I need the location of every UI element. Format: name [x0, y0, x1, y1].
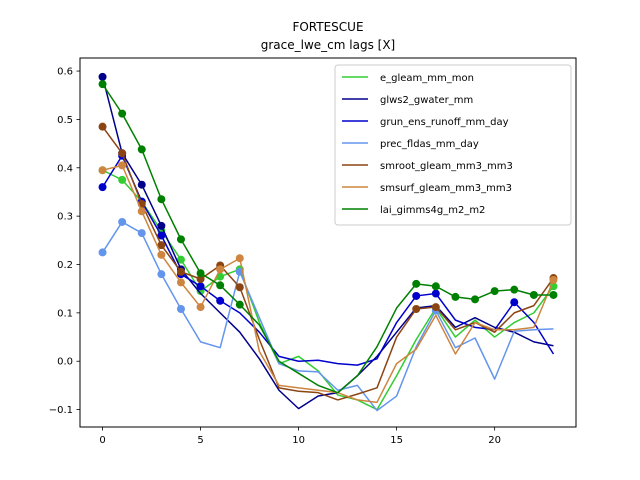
- series-layer: [98, 72, 558, 412]
- y-tick-label: 0.5: [57, 115, 73, 126]
- data-point-lai_gimms4g_m2_m2-23: [549, 290, 558, 299]
- data-point-prec_fldas_mm_day-1: [118, 217, 127, 226]
- data-point-lai_gimms4g_m2_m2-4: [176, 235, 185, 244]
- y-tick-label: 0.3: [57, 212, 73, 223]
- data-point-grun_ens_runoff_mm_day-17: [431, 289, 440, 298]
- data-point-smroot_gleam_mm3_mm3-17: [431, 303, 440, 312]
- legend-label-smsurf_gleam_mm3_mm3: smsurf_gleam_mm3_mm3: [380, 183, 512, 194]
- data-point-grun_ens_runoff_mm_day-5: [196, 282, 205, 291]
- y-axis: −0.1 0.0 0.1 0.2 0.3 0.4 0.5 0.6: [49, 67, 80, 416]
- chart-title: FORTESCUE: [292, 20, 363, 34]
- data-point-smroot_gleam_mm3_mm3-0: [98, 122, 107, 131]
- data-point-smsurf_gleam_mm3_mm3-6: [216, 265, 225, 274]
- data-point-e_gleam_mm_mon-4: [176, 255, 185, 264]
- data-point-smsurf_gleam_mm3_mm3-2: [137, 207, 146, 216]
- data-point-lai_gimms4g_m2_m2-7: [235, 300, 244, 309]
- legend-label-grun_ens_runoff_mm_day: grun_ens_runoff_mm_day: [380, 117, 509, 128]
- data-point-lai_gimms4g_m2_m2-1: [118, 109, 127, 118]
- data-point-smsurf_gleam_mm3_mm3-23: [549, 275, 558, 284]
- data-point-grun_ens_runoff_mm_day-0: [98, 183, 107, 192]
- data-point-lai_gimms4g_m2_m2-21: [510, 285, 519, 294]
- data-point-grun_ens_runoff_mm_day-21: [510, 298, 519, 307]
- legend-box: [334, 64, 572, 226]
- y-tick-label: 0.6: [57, 67, 73, 78]
- series-line-e_gleam_mm_mon: [102, 169, 555, 411]
- series-line-glws2_gwater_mm: [101, 76, 554, 410]
- x-axis: 0 5 10 15 20: [99, 427, 501, 446]
- y-tick-label: 0.2: [57, 260, 73, 271]
- data-point-smroot_gleam_mm3_mm3-16: [412, 304, 421, 313]
- data-point-smroot_gleam_mm3_mm3-4: [176, 267, 185, 276]
- data-point-e_gleam_mm_mon-1: [118, 175, 127, 184]
- data-point-lai_gimms4g_m2_m2-20: [490, 287, 499, 296]
- data-point-smroot_gleam_mm3_mm3-5: [196, 275, 205, 284]
- y-tick-label: −0.1: [49, 405, 73, 416]
- data-point-prec_fldas_mm_day-3: [157, 270, 166, 279]
- data-point-grun_ens_runoff_mm_day-16: [412, 291, 421, 300]
- x-tick-label: 0: [99, 435, 105, 446]
- legend: e_gleam_mm_mon glws2_gwater_mm grun_ens_ru…: [334, 64, 572, 226]
- x-tick-label: 20: [488, 435, 501, 446]
- data-point-lai_gimms4g_m2_m2-18: [451, 292, 460, 301]
- x-tick-label: 15: [390, 435, 403, 446]
- legend-label-smroot_gleam_mm3_mm3: smroot_gleam_mm3_mm3: [380, 161, 513, 172]
- x-tick-label: 10: [292, 435, 305, 446]
- data-point-smsurf_gleam_mm3_mm3-1: [118, 161, 127, 170]
- data-point-smsurf_gleam_mm3_mm3-0: [98, 166, 107, 175]
- chart-subtitle: grace_lwe_cm lags [X]: [261, 38, 395, 52]
- data-point-smsurf_gleam_mm3_mm3-4: [176, 278, 185, 287]
- series-line-prec_fldas_mm_day: [101, 221, 554, 412]
- data-point-smroot_gleam_mm3_mm3-7: [235, 283, 244, 292]
- data-point-lai_gimms4g_m2_m2-0: [98, 80, 107, 89]
- legend-label-e_gleam_mm_mon: e_gleam_mm_mon: [380, 73, 474, 84]
- data-point-lai_gimms4g_m2_m2-3: [157, 195, 166, 204]
- data-point-prec_fldas_mm_day-4: [176, 304, 185, 313]
- data-point-glws2_gwater_mm-2: [137, 180, 146, 189]
- data-point-glws2_gwater_mm-3: [157, 221, 166, 230]
- data-point-prec_fldas_mm_day-0: [98, 248, 107, 257]
- data-point-lai_gimms4g_m2_m2-17: [431, 282, 440, 291]
- y-tick-label: 0.1: [57, 308, 73, 319]
- data-point-prec_fldas_mm_day-2: [137, 229, 146, 238]
- data-point-smsurf_gleam_mm3_mm3-7: [235, 254, 244, 263]
- data-point-glws2_gwater_mm-0: [98, 72, 107, 81]
- data-point-lai_gimms4g_m2_m2-22: [529, 290, 538, 299]
- data-point-lai_gimms4g_m2_m2-5: [196, 269, 205, 278]
- data-point-smroot_gleam_mm3_mm3-3: [157, 241, 166, 250]
- y-tick-label: 0.0: [57, 357, 73, 368]
- data-point-grun_ens_runoff_mm_day-6: [216, 296, 225, 305]
- legend-label-lai_gimms4g_m2_m2: lai_gimms4g_m2_m2: [380, 205, 485, 216]
- legend-label-glws2_gwater_mm: glws2_gwater_mm: [380, 95, 473, 106]
- legend-label-prec_fldas_mm_day: prec_fldas_mm_day: [380, 139, 479, 150]
- data-point-lai_gimms4g_m2_m2-19: [471, 295, 480, 304]
- data-point-grun_ens_runoff_mm_day-3: [157, 231, 166, 240]
- data-point-smsurf_gleam_mm3_mm3-5: [196, 303, 205, 312]
- data-point-smroot_gleam_mm3_mm3-1: [118, 149, 127, 158]
- plot-frame: [79, 57, 577, 428]
- data-point-smsurf_gleam_mm3_mm3-3: [157, 250, 166, 259]
- x-tick-label: 5: [197, 435, 203, 446]
- data-point-lai_gimms4g_m2_m2-16: [412, 279, 421, 288]
- data-point-lai_gimms4g_m2_m2-6: [216, 281, 225, 290]
- data-point-lai_gimms4g_m2_m2-2: [137, 145, 146, 154]
- y-tick-label: 0.4: [57, 163, 73, 174]
- series-line-smsurf_gleam_mm3_mm3: [102, 164, 555, 404]
